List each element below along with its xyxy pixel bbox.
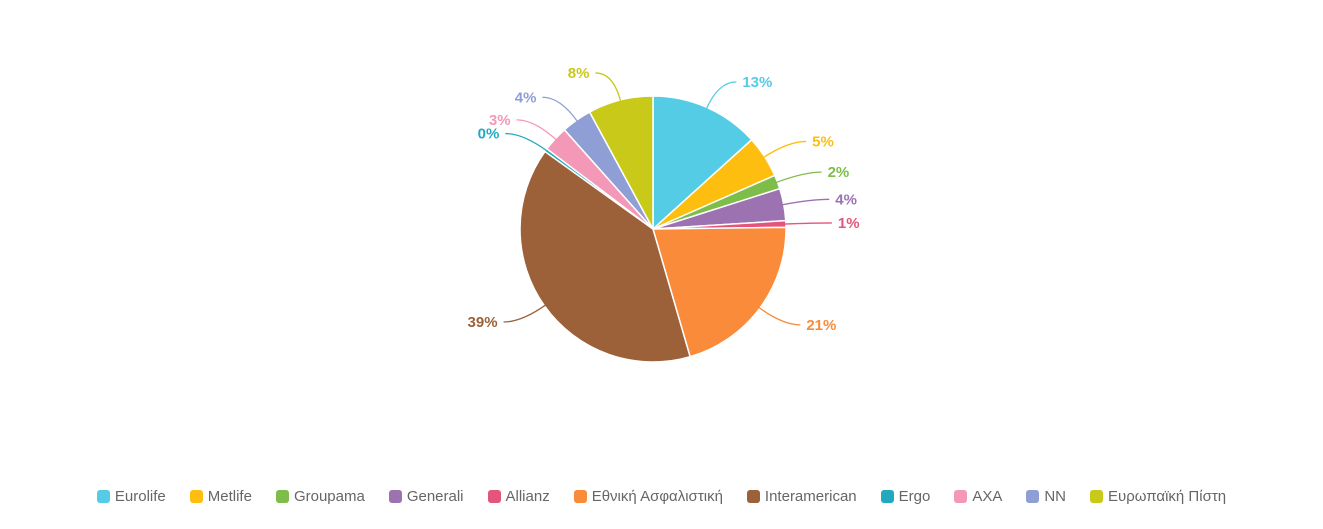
- label-connector-10: [595, 72, 622, 103]
- legend-swatch: [96, 490, 110, 503]
- legend-swatch: [275, 490, 289, 503]
- data-label-8: 3%: [489, 112, 511, 129]
- data-label-4: 1%: [838, 215, 860, 232]
- data-label-3: 4%: [835, 191, 857, 208]
- legend-swatch: [487, 490, 501, 503]
- legend-swatch: [573, 490, 587, 503]
- legend-swatch: [1090, 490, 1104, 503]
- data-label-1: 5%: [812, 133, 834, 150]
- legend-swatch: [746, 490, 760, 503]
- label-connector-4: [783, 222, 832, 225]
- data-label-2: 2%: [828, 164, 850, 181]
- legend-item-6[interactable]: Interamerican: [746, 488, 857, 505]
- legend-item-9[interactable]: NN: [1026, 488, 1066, 505]
- legend-label: Interamerican: [764, 488, 857, 505]
- data-label-7: 0%: [478, 126, 500, 143]
- data-label-10: 8%: [568, 65, 590, 82]
- label-connector-6: [503, 304, 547, 323]
- legend-swatch: [388, 490, 402, 503]
- legend-swatch: [880, 490, 894, 503]
- legend-label: Eurolife: [114, 488, 166, 505]
- legend-label: Ergo: [898, 488, 931, 505]
- label-connector-1: [762, 140, 807, 159]
- legend-swatch: [189, 490, 203, 503]
- legend-item-8[interactable]: AXA: [954, 488, 1002, 505]
- label-connector-5: [757, 306, 801, 326]
- legend-label: Groupama: [293, 488, 365, 505]
- legend-label: Εθνική Ασφαλιστική: [591, 488, 723, 505]
- legend-swatch: [954, 490, 968, 503]
- data-label-5: 21%: [806, 317, 836, 334]
- legend-item-4[interactable]: Allianz: [487, 488, 550, 505]
- label-connector-7: [505, 132, 548, 152]
- legend-label: Allianz: [505, 488, 550, 505]
- legend-label: Metlife: [207, 488, 252, 505]
- chart-legend: Eurolife Metlife Groupama Generali Allianz Εθ…: [0, 488, 1323, 505]
- label-connector-9: [542, 96, 579, 123]
- legend-item-5[interactable]: Εθνική Ασφαλιστική: [573, 488, 723, 505]
- data-label-6: 39%: [468, 314, 498, 331]
- label-connector-2: [775, 171, 822, 184]
- pie-chart: 13%5%2%4%1%21%39%0%3%4%8%: [468, 65, 860, 363]
- label-connector-0: [705, 81, 737, 110]
- data-label-9: 4%: [515, 89, 537, 106]
- legend-item-7[interactable]: Ergo: [880, 488, 931, 505]
- legend-label: AXA: [972, 488, 1003, 505]
- legend-label: Generali: [406, 488, 464, 505]
- legend-label: NN: [1044, 488, 1067, 505]
- legend-item-0[interactable]: Eurolife: [96, 488, 166, 505]
- legend-item-1[interactable]: Metlife: [189, 488, 252, 505]
- legend-item-2[interactable]: Groupama: [275, 488, 365, 505]
- legend-label: Ευρωπαϊκή Πίστη: [1108, 488, 1227, 505]
- label-connector-3: [781, 198, 830, 206]
- legend-item-3[interactable]: Generali: [388, 488, 464, 505]
- legend-item-10[interactable]: Ευρωπαϊκή Πίστη: [1090, 488, 1226, 505]
- legend-swatch: [1026, 490, 1040, 503]
- data-label-0: 13%: [742, 74, 772, 91]
- label-connector-8: [516, 119, 558, 141]
